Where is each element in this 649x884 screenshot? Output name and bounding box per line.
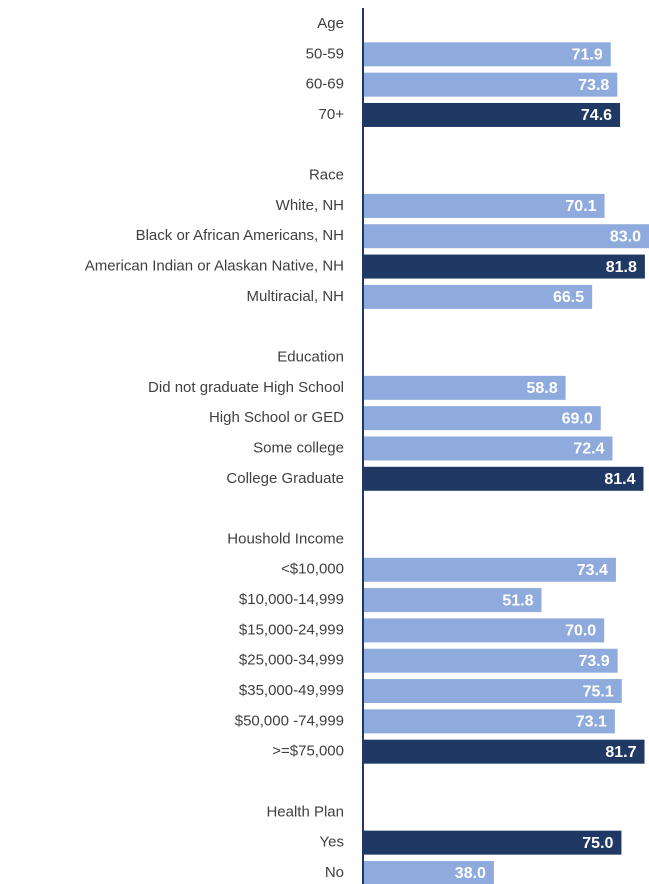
category-label: $25,000-34,999: [239, 652, 344, 669]
category-label: 50-59: [306, 45, 344, 62]
value-label: 51.8: [502, 592, 533, 609]
value-label: 73.4: [577, 562, 608, 579]
category-label: College Graduate: [226, 470, 344, 487]
bar: [363, 739, 645, 764]
value-label: 72.4: [573, 441, 604, 458]
category-label: High School or GED: [209, 409, 344, 426]
category-label: $15,000-24,999: [239, 621, 344, 638]
value-label: 75.1: [583, 683, 614, 700]
category-label: No: [325, 864, 344, 881]
bar: [363, 72, 618, 97]
value-label: 81.7: [605, 744, 636, 761]
category-label: $50,000 -74,999: [235, 712, 344, 729]
value-label: 75.0: [582, 835, 613, 852]
bar: [363, 102, 621, 127]
value-label: 73.1: [576, 714, 607, 731]
category-label: $10,000-14,999: [239, 591, 344, 608]
group-label: Age: [317, 15, 344, 32]
bar: [363, 709, 615, 734]
bar: [363, 375, 566, 400]
category-label: Some college: [253, 439, 344, 456]
category-label: 60-69: [306, 76, 344, 93]
bar: [363, 284, 593, 309]
bar: [363, 557, 616, 582]
value-label: 38.0: [455, 865, 486, 882]
bar: [363, 588, 542, 613]
bar: [363, 406, 601, 431]
bar: [363, 466, 644, 491]
value-label: 70.1: [565, 198, 596, 215]
category-label: >=$75,000: [272, 743, 344, 760]
value-label: 73.9: [579, 653, 610, 670]
category-label: Yes: [320, 834, 344, 851]
category-label: American Indian or Alaskan Native, NH: [85, 258, 344, 275]
value-label: 58.8: [526, 380, 557, 397]
group-label: Health Plan: [266, 803, 344, 820]
category-label: Black or African Americans, NH: [136, 227, 344, 244]
bar: [363, 42, 611, 67]
value-label: 81.4: [604, 471, 635, 488]
bar: [363, 648, 618, 673]
category-label: <$10,000: [281, 561, 344, 578]
bar: [363, 254, 645, 279]
category-label: $35,000-49,999: [239, 682, 344, 699]
bar: [363, 860, 494, 884]
bar: [363, 618, 605, 643]
group-label: Houshold Income: [227, 530, 344, 547]
value-label: 81.8: [606, 259, 637, 276]
bar: [363, 830, 622, 855]
bar: [363, 436, 613, 461]
value-label: 66.5: [553, 289, 584, 306]
group-label: Race: [309, 167, 344, 184]
category-label: 70+: [319, 106, 345, 123]
bar: [363, 224, 649, 249]
value-label: 73.8: [578, 77, 609, 94]
value-label: 69.0: [562, 410, 593, 427]
category-label: Multiracial, NH: [246, 288, 344, 305]
group-label: Education: [277, 348, 344, 365]
category-label: White, NH: [276, 197, 344, 214]
value-label: 71.9: [572, 47, 603, 64]
bar: [363, 193, 605, 218]
category-label: Did not graduate High School: [148, 379, 344, 396]
bar: [363, 679, 622, 704]
value-label: 74.6: [581, 107, 612, 124]
value-label: 83.0: [610, 228, 641, 245]
value-label: 70.0: [565, 623, 596, 640]
